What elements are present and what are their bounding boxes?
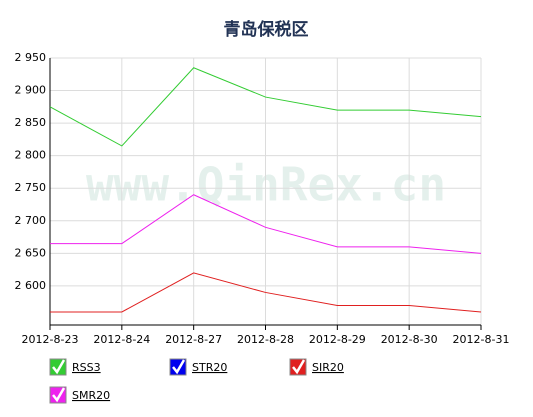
legend-item[interactable]: RSS3 <box>49 358 101 376</box>
y-tick-label: 2 800 <box>15 149 47 162</box>
legend-check <box>172 359 186 375</box>
y-tick-label: 2 600 <box>15 279 47 292</box>
x-tick-label: 2012-8-30 <box>381 333 438 346</box>
legend-item[interactable]: SIR20 <box>289 358 344 376</box>
x-tick-label: 2012-8-31 <box>453 333 510 346</box>
chart-title: 青岛保税区 <box>224 19 309 40</box>
series-line <box>49 67 482 147</box>
legend-item[interactable]: SMR20 <box>49 386 110 404</box>
legend-check <box>292 359 306 375</box>
x-tick-label: 2012-8-24 <box>93 333 150 346</box>
y-tick-label: 2 950 <box>15 51 47 64</box>
y-tick-label: 2 650 <box>15 246 47 259</box>
legend-label: SIR20 <box>312 361 344 374</box>
y-tick-label: 2 900 <box>15 84 47 97</box>
legend-label: SMR20 <box>72 389 110 402</box>
y-tick-label: 2 850 <box>15 116 47 129</box>
series-line <box>50 194 482 254</box>
x-tick-label: 2012-8-23 <box>22 333 79 346</box>
y-tick-label: 2 750 <box>15 181 47 194</box>
legend-check <box>52 387 66 403</box>
legend-label: STR20 <box>192 361 227 374</box>
legend-label: RSS3 <box>72 361 101 374</box>
x-tick-label: 2012-8-29 <box>309 333 366 346</box>
y-tick-label: 2 700 <box>15 214 47 227</box>
series-line <box>50 272 482 313</box>
x-tick-label: 2012-8-28 <box>237 333 294 346</box>
legend-item[interactable]: STR20 <box>169 358 227 376</box>
x-tick-label: 2012-8-27 <box>165 333 222 346</box>
legend-check <box>52 359 66 375</box>
